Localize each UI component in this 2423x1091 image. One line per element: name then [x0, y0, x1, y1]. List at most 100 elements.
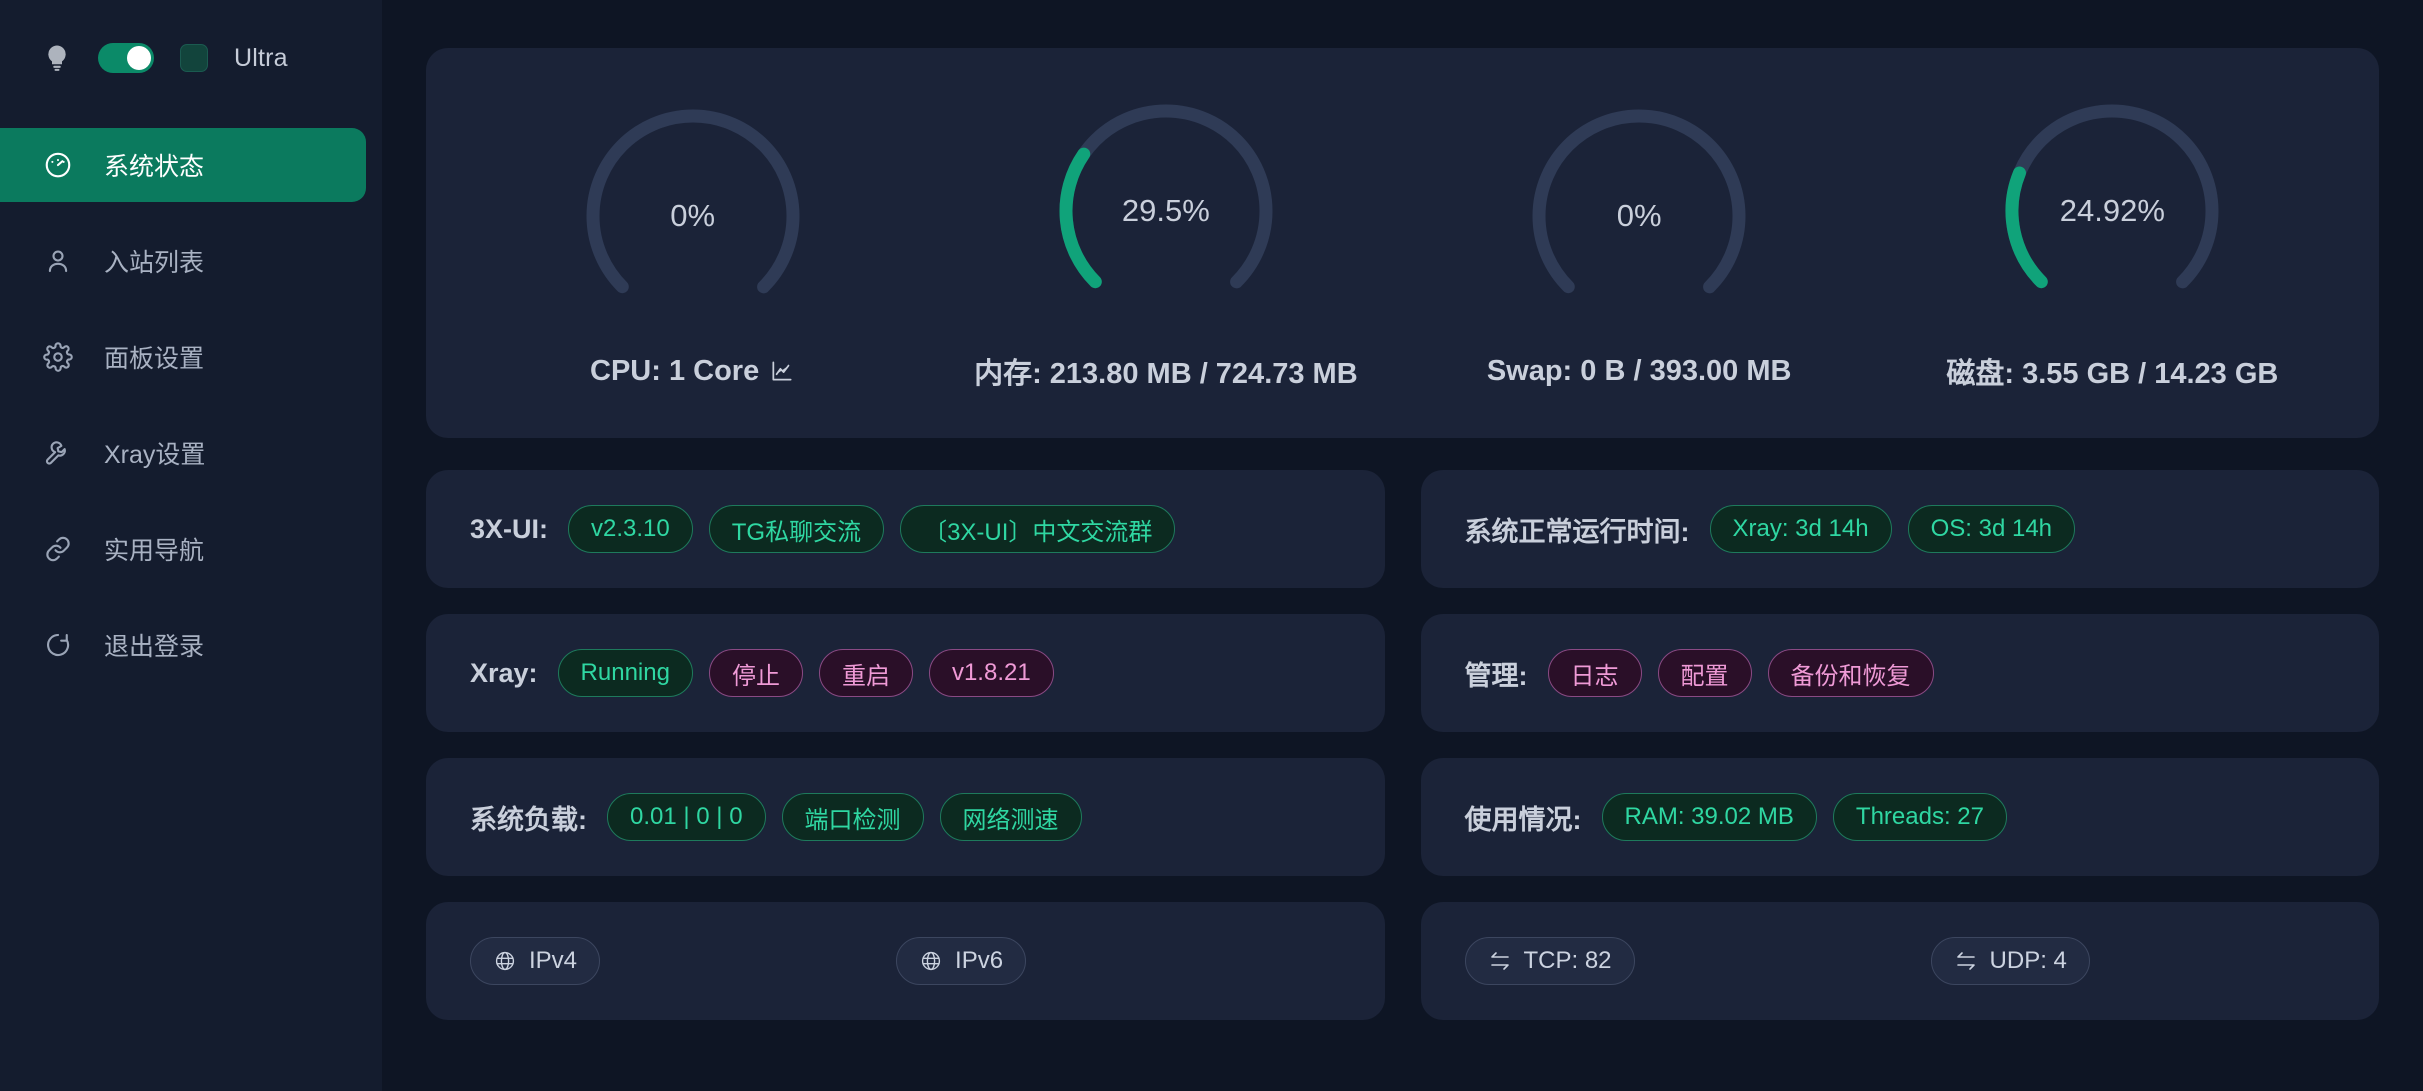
- badge-label: 配置: [1680, 662, 1729, 690]
- badge-label: 〔3X-UI〕中文交流群: [923, 518, 1153, 546]
- lightbulb-icon[interactable]: [42, 41, 72, 75]
- gauge-ring: 29.5%: [1049, 94, 1283, 328]
- badge-日志[interactable]: 日志: [1547, 649, 1642, 697]
- ultra-label: Ultra: [234, 43, 288, 72]
- badge-label: 网络测速: [962, 806, 1059, 834]
- badge-端口检测[interactable]: 端口检测: [781, 793, 924, 841]
- badge-label: RAM: 39.02 MB: [1624, 803, 1794, 830]
- badge-IPv6[interactable]: IPv6: [896, 937, 1027, 985]
- badge-TG私聊交流[interactable]: TG私聊交流: [708, 505, 885, 553]
- gauge-label-text: CPU: 1 Core: [590, 354, 760, 387]
- badge-配置[interactable]: 配置: [1657, 649, 1752, 697]
- menu-spacer: [0, 394, 382, 416]
- row-label: 使用情况:: [1464, 804, 1582, 835]
- badge-label: 端口检测: [804, 806, 901, 834]
- sidebar-menu: 系统状态 入站列表: [0, 106, 382, 682]
- badge-UDP: 4[interactable]: UDP: 4: [1930, 937, 2090, 985]
- badge-label: 重启: [841, 662, 890, 690]
- system-load-row: 系统负载: 0.01 | 0 | 0 端口检测 网络测速: [426, 758, 1385, 876]
- row-label: 系统负载:: [470, 804, 587, 835]
- badge-label: 备份和恢复: [1790, 662, 1911, 690]
- gauge-value: 0%: [670, 197, 716, 233]
- sidebar-item-label: 入站列表: [104, 249, 205, 277]
- system-gauges-card: 0% CPU: 1 Core 29.5% 内存: 213.80 MB / 724.73…: [426, 48, 2379, 438]
- globe-icon: [493, 949, 517, 973]
- connections-row: TCP: 82 UDP: 4: [1420, 902, 2379, 1020]
- gauge-fill: [1059, 104, 1273, 318]
- badge-label: IPv4: [529, 947, 578, 974]
- menu-spacer: [0, 202, 382, 224]
- wrench-icon: [42, 437, 74, 469]
- badge-TCP: 82[interactable]: TCP: 82: [1464, 937, 1635, 985]
- badge-〔3X-UI〕中文交流群[interactable]: 〔3X-UI〕中文交流群: [900, 505, 1176, 553]
- badge-label: 0.01 | 0 | 0: [630, 803, 743, 830]
- gauge-icon: [42, 149, 74, 181]
- sidebar-item-label: 退出登录: [104, 633, 205, 661]
- badge-OS: 3d 14h[interactable]: OS: 3d 14h: [1907, 505, 2076, 553]
- uptime-row: 系统正常运行时间: Xray: 3d 14h OS: 3d 14h: [1420, 470, 2379, 588]
- row-label: 3X-UI:: [470, 513, 549, 544]
- badge-label: 停止: [731, 662, 780, 690]
- gauge-cpu: 0% CPU: 1 Core: [456, 99, 929, 388]
- menu-spacer: [0, 298, 382, 320]
- sidebar-item-useful-links[interactable]: 实用导航: [0, 512, 366, 586]
- gauge-label: Swap: 0 B / 393.00 MB: [1487, 355, 1792, 388]
- menu-spacer: [0, 106, 382, 128]
- xui-row: 3X-UI: v2.3.10 TG私聊交流 〔3X-UI〕中文交流群: [426, 470, 1385, 588]
- badge-0.01 | 0 | 0[interactable]: 0.01 | 0 | 0: [607, 793, 766, 841]
- sidebar-item-inbounds[interactable]: 入站列表: [0, 224, 366, 298]
- gauge-ring: 24.92%: [1995, 94, 2229, 328]
- badge-IPv4[interactable]: IPv4: [470, 937, 601, 985]
- badge-label: Xray: 3d 14h: [1732, 515, 1869, 542]
- gauge-ring: 0%: [1522, 99, 1756, 333]
- badge-v2.3.10[interactable]: v2.3.10: [568, 505, 693, 553]
- gauge-value: 0%: [1616, 197, 1662, 233]
- link-icon: [42, 533, 74, 565]
- gauge-ring: 0%: [576, 99, 810, 333]
- gauge-value: 24.92%: [2059, 193, 2165, 228]
- sidebar-item-system-status[interactable]: 系统状态: [0, 128, 366, 202]
- chart-icon[interactable]: [769, 358, 795, 384]
- gauge-disk: 24.92% 磁盘: 3.55 GB / 14.23 GB: [1876, 94, 2349, 392]
- ip-row: IPv4 IPv6: [426, 902, 1385, 1020]
- badge-label: 日志: [1570, 662, 1619, 690]
- exchange-icon: [1488, 949, 1512, 973]
- badge-网络测速[interactable]: 网络测速: [939, 793, 1082, 841]
- gauge-label-text: 内存: 213.80 MB / 724.73 MB: [974, 358, 1358, 390]
- xray-row: Xray: Running 停止 重启 v1.8.21: [426, 614, 1385, 732]
- badge-停止[interactable]: 停止: [708, 649, 803, 697]
- ultra-checkbox[interactable]: [180, 44, 208, 72]
- gauge-label: CPU: 1 Core: [590, 355, 795, 388]
- theme-toggle[interactable]: [98, 43, 154, 73]
- sidebar-item-label: 面板设置: [104, 345, 205, 373]
- sidebar-item-panel-settings[interactable]: 面板设置: [0, 320, 366, 394]
- gauge-track: [1532, 108, 1746, 322]
- badge-Xray: 3d 14h[interactable]: Xray: 3d 14h: [1709, 505, 1892, 553]
- badge-Running[interactable]: Running: [557, 649, 693, 697]
- row-label: Xray:: [470, 657, 538, 688]
- badge-重启[interactable]: 重启: [818, 649, 913, 697]
- gauge-label: 磁盘: 3.55 GB / 14.23 GB: [1946, 350, 2278, 392]
- row-label: 管理:: [1464, 660, 1528, 691]
- logout-icon: [42, 629, 74, 661]
- gauge-track: [586, 108, 800, 322]
- badge-Threads: 27[interactable]: Threads: 27: [1832, 793, 2007, 841]
- usage-row: 使用情况: RAM: 39.02 MB Threads: 27: [1420, 758, 2379, 876]
- badge-label: TCP: 82: [1523, 947, 1612, 974]
- gauge-label-text: 磁盘: 3.55 GB / 14.23 GB: [1946, 358, 2279, 390]
- sidebar-item-xray-settings[interactable]: Xray设置: [0, 416, 366, 490]
- exchange-icon: [1954, 949, 1978, 973]
- globe-icon: [919, 949, 943, 973]
- gauge-fill: [2005, 104, 2219, 318]
- user-icon: [42, 245, 74, 277]
- info-rows-grid: 3X-UI: v2.3.10 TG私聊交流 〔3X-UI〕中文交流群 系统正常运行时间:…: [426, 470, 2379, 1020]
- badge-label: OS: 3d 14h: [1930, 515, 2053, 542]
- gear-icon: [42, 341, 74, 373]
- badge-v1.8.21[interactable]: v1.8.21: [928, 649, 1054, 697]
- badge-label: v1.8.21: [951, 659, 1031, 686]
- row-label: 系统正常运行时间:: [1464, 516, 1690, 547]
- gauge-label-text: Swap: 0 B / 393.00 MB: [1486, 354, 1792, 387]
- badge-RAM: 39.02 MB[interactable]: RAM: 39.02 MB: [1601, 793, 1817, 841]
- sidebar-item-logout[interactable]: 退出登录: [0, 608, 366, 682]
- badge-备份和恢复[interactable]: 备份和恢复: [1767, 649, 1934, 697]
